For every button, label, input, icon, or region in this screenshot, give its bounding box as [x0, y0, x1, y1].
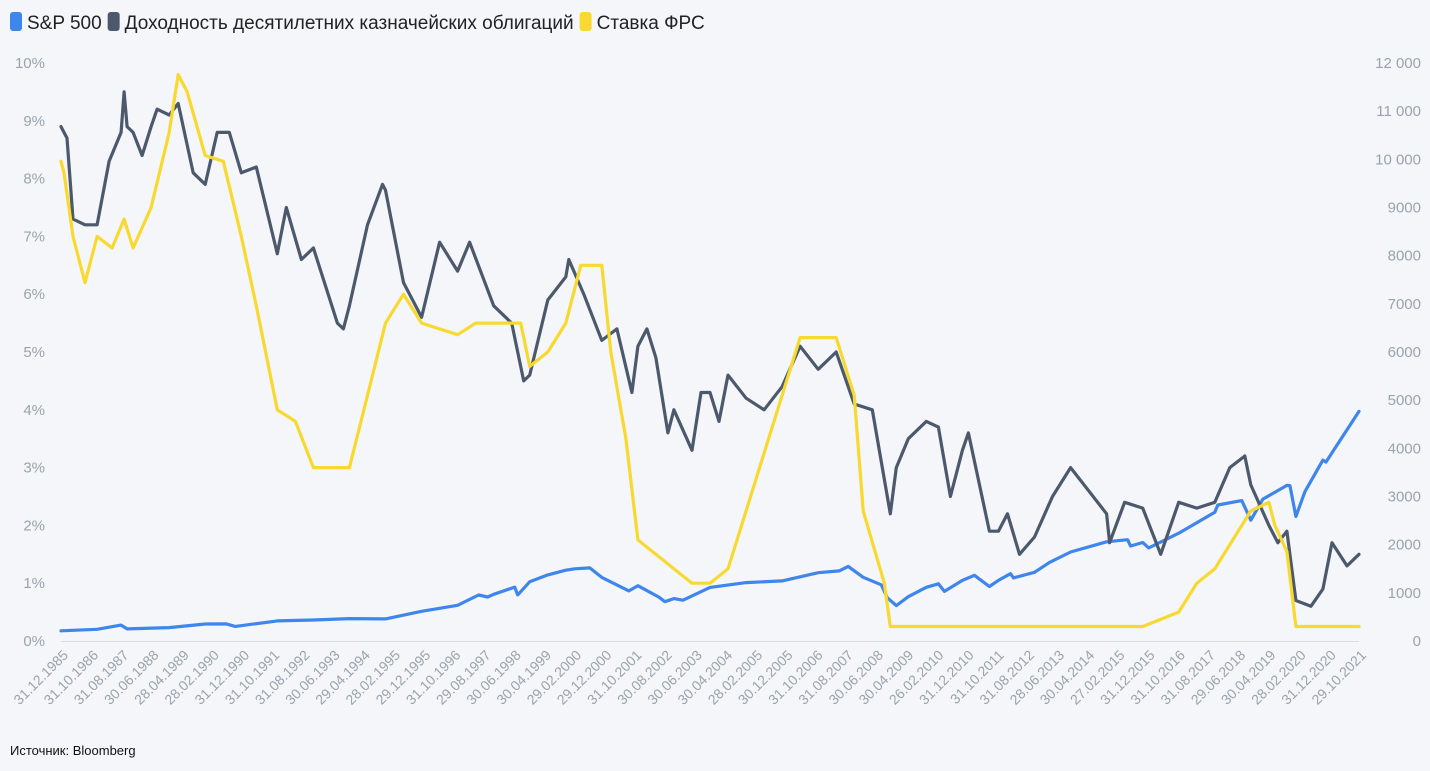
- left-tick-label: 4%: [23, 402, 45, 419]
- right-axis: 0 1000 2000 3000 4000 5000 6000 7000 8000 9000 10 …: [1375, 55, 1421, 650]
- right-tick-label: 2000: [1388, 537, 1421, 554]
- right-tick-label: 3000: [1388, 489, 1421, 506]
- right-tick-label: 7000: [1388, 296, 1421, 313]
- right-tick-label: 0: [1413, 633, 1421, 650]
- left-tick-label: 10%: [15, 55, 45, 72]
- left-tick-label: 9%: [23, 113, 45, 130]
- right-tick-label: 6000: [1388, 344, 1421, 361]
- left-tick-label: 3%: [23, 460, 45, 477]
- source-note: Источник: Bloomberg: [10, 743, 136, 758]
- right-tick-label: 11 000: [1376, 103, 1421, 120]
- right-tick-label: 5000: [1388, 392, 1421, 409]
- legend-label: Ставка ФРС: [597, 13, 705, 34]
- plot-area: [59, 72, 1361, 633]
- right-tick-label: 8000: [1388, 248, 1421, 265]
- left-tick-label: 8%: [23, 171, 45, 188]
- series-line-0: [59, 409, 1361, 633]
- left-axis: 0% 1% 2% 3% 4% 5% 6% 7% 8% 9% 10%: [15, 55, 45, 650]
- right-tick-label: 9000: [1388, 200, 1421, 217]
- x-axis: 31.12.198531.10.198631.08.198730.06.1988…: [10, 647, 1369, 708]
- right-tick-label: 4000: [1388, 440, 1421, 457]
- left-tick-label: 1%: [23, 575, 45, 592]
- series-line-2: [59, 72, 1361, 629]
- legend: S&P 500 Доходность десятилетних казначейс…: [10, 12, 705, 34]
- series-line-1: [59, 90, 1361, 608]
- legend-swatch: [10, 12, 22, 31]
- right-tick-label: 1000: [1388, 585, 1421, 602]
- legend-swatch: [107, 12, 120, 31]
- right-tick-label: 12 000: [1375, 55, 1421, 72]
- left-tick-label: 5%: [23, 344, 45, 361]
- left-tick-label: 7%: [23, 228, 45, 245]
- left-tick-label: 0%: [23, 633, 45, 650]
- left-tick-label: 2%: [23, 517, 45, 534]
- right-tick-label: 10 000: [1375, 151, 1421, 168]
- legend-swatch: [579, 12, 592, 31]
- left-tick-label: 6%: [23, 286, 45, 303]
- legend-label: S&P 500: [27, 13, 102, 34]
- legend-label: Доходность десятилетних казначейских обл…: [125, 13, 574, 34]
